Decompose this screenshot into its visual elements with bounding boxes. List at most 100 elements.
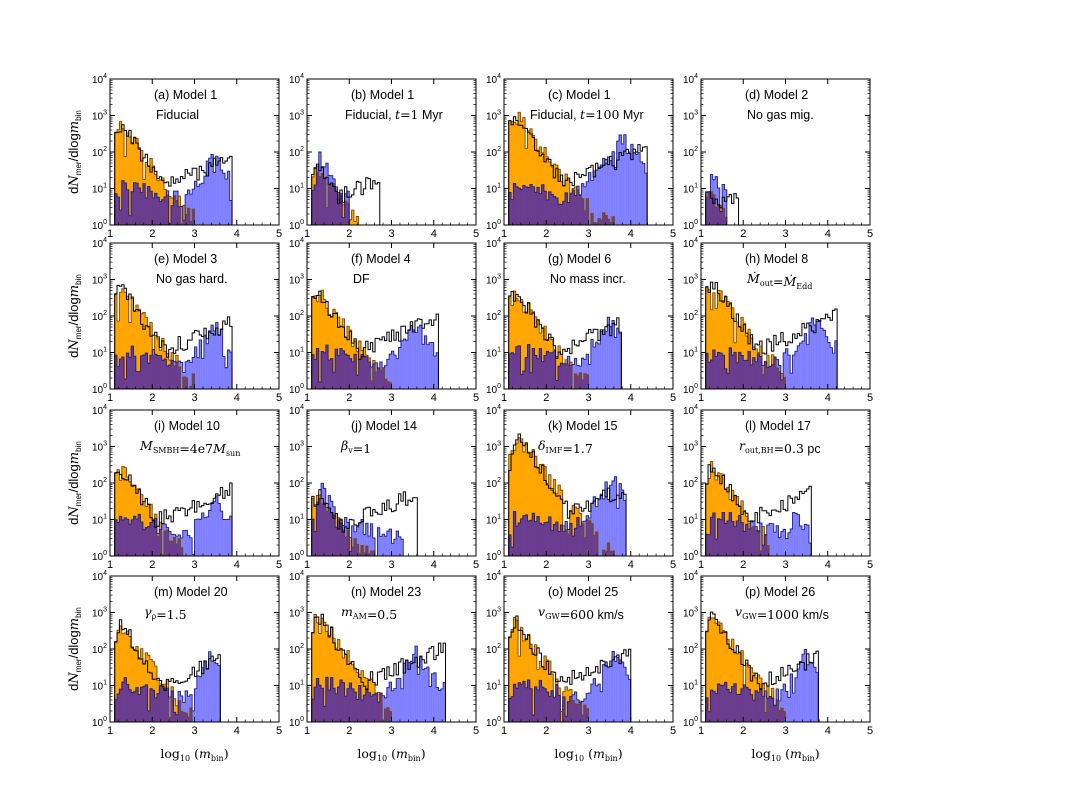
blue-histogram-bar [816, 672, 819, 722]
orange-histogram-bar [743, 323, 746, 389]
x-tick-label: 4 [234, 228, 240, 240]
x-tick-label: 2 [346, 392, 352, 404]
overlap-histogram-bar [126, 189, 130, 225]
orange-histogram-bar [117, 129, 120, 225]
overlap-histogram-bar [325, 511, 329, 556]
y-tick-label: 104 [92, 73, 107, 86]
overlap-histogram-bar [328, 184, 331, 225]
overlap-histogram-bar [323, 502, 327, 556]
blue-histogram-bar [382, 534, 385, 556]
blue-step-line [114, 154, 235, 225]
overlap-histogram-bar [555, 380, 559, 389]
blue-histogram-bar [813, 325, 817, 389]
overlap-histogram-bar [515, 526, 519, 556]
y-tick-label: 104 [683, 404, 698, 417]
orange-histogram-bar [121, 128, 125, 225]
panel-subtitle: Ṁout=ṀEdd [746, 271, 812, 291]
overlap-histogram-bar [586, 519, 589, 556]
x-tick-label: 2 [149, 725, 155, 737]
overlap-histogram-bar [550, 690, 554, 722]
orange-histogram-bar [529, 644, 533, 722]
overlap-histogram-bar [536, 516, 540, 556]
orange-histogram-bar [518, 112, 521, 225]
orange-histogram-bar [133, 137, 137, 225]
orange-histogram-bar [515, 124, 519, 225]
x-tick-label: 3 [388, 559, 394, 571]
blue-histogram-bar [417, 674, 420, 722]
blue-histogram-bar [611, 151, 615, 225]
overlap-histogram-bar [119, 210, 123, 225]
overlap-histogram-bar [722, 208, 725, 225]
blue-histogram-bar [182, 530, 186, 556]
blue-histogram-bar [215, 495, 219, 556]
y-tick-label: 102 [289, 643, 304, 656]
y-tick-label: 102 [289, 146, 304, 159]
panel-title: (g) Model 6 [548, 252, 611, 266]
overlap-histogram-bar [163, 196, 167, 225]
orange-histogram-bar [738, 651, 742, 722]
total-step-line [508, 615, 634, 722]
blue-histogram-bar [778, 537, 782, 556]
blue-histogram-bar [391, 351, 395, 389]
blue-histogram-bar [607, 317, 610, 389]
overlap-histogram-bar [708, 534, 711, 556]
overlap-histogram-bar [583, 210, 587, 225]
overlap-histogram-bar [121, 520, 125, 556]
x-tick-label: 2 [149, 228, 155, 240]
overlap-histogram-bar [330, 358, 334, 389]
overlap-histogram-bar [131, 692, 134, 722]
blue-histogram-bar [623, 134, 627, 225]
orange-histogram-bar [321, 618, 324, 722]
overlap-histogram-bar [752, 700, 756, 722]
blue-histogram-bar [384, 536, 388, 556]
overlap-histogram-bar [175, 362, 179, 389]
overlap-histogram-bar [520, 189, 524, 225]
blue-histogram-bar [196, 519, 200, 556]
orange-histogram-bar [518, 437, 521, 556]
x-tick-label: 5 [276, 228, 282, 240]
y-tick-label: 101 [486, 347, 501, 360]
blue-histogram-bar [429, 342, 432, 389]
overlap-histogram-bar [147, 710, 151, 722]
blue-histogram-bar [583, 186, 587, 225]
overlap-histogram-bar [611, 550, 615, 556]
blue-histogram-bar [801, 654, 805, 722]
overlap-histogram-bar [773, 705, 777, 722]
orange-histogram-bar [182, 205, 186, 225]
blue-histogram-bar [825, 336, 829, 389]
blue-histogram-bar [386, 359, 390, 389]
orange-histogram-bar [705, 287, 709, 389]
orange-histogram-bar [565, 686, 568, 722]
orange-histogram-bar [736, 653, 739, 722]
orange-histogram-bar [114, 132, 118, 225]
blue-histogram-bar [799, 661, 803, 722]
overlap-histogram-bar [386, 707, 390, 722]
blue-histogram-bar [370, 367, 374, 389]
orange-histogram-bar [349, 219, 352, 225]
overlap-histogram-bar [363, 695, 366, 722]
y-axis-label: dNmer/dlogmbin [66, 110, 83, 194]
overlap-histogram-bar [128, 357, 132, 389]
orange-histogram-bar [124, 467, 127, 556]
overlap-histogram-bar [156, 355, 160, 389]
overlap-histogram-bar [187, 717, 191, 722]
blue-histogram-bar [440, 688, 444, 722]
overlap-histogram-bar [754, 690, 758, 722]
overlap-histogram-bar [138, 694, 141, 722]
overlap-histogram-bar [159, 529, 162, 556]
panel-title: (n) Model 23 [351, 585, 421, 599]
overlap-histogram-bar [140, 687, 144, 722]
overlap-histogram-bar [121, 356, 125, 389]
orange-histogram-bar [724, 488, 728, 556]
orange-step-line [114, 465, 186, 556]
overlap-histogram-bar [738, 694, 742, 722]
overlap-histogram-bar [124, 677, 127, 722]
panel-title: (d) Model 2 [745, 88, 808, 102]
blue-histogram-bar [419, 325, 423, 389]
blue-step-line [114, 322, 235, 389]
overlap-histogram-bar [382, 368, 385, 389]
blue-histogram-bar [386, 531, 390, 556]
orange-histogram-bar [736, 321, 739, 389]
blue-histogram-bar [400, 340, 404, 389]
blue-histogram-bar [811, 662, 814, 722]
